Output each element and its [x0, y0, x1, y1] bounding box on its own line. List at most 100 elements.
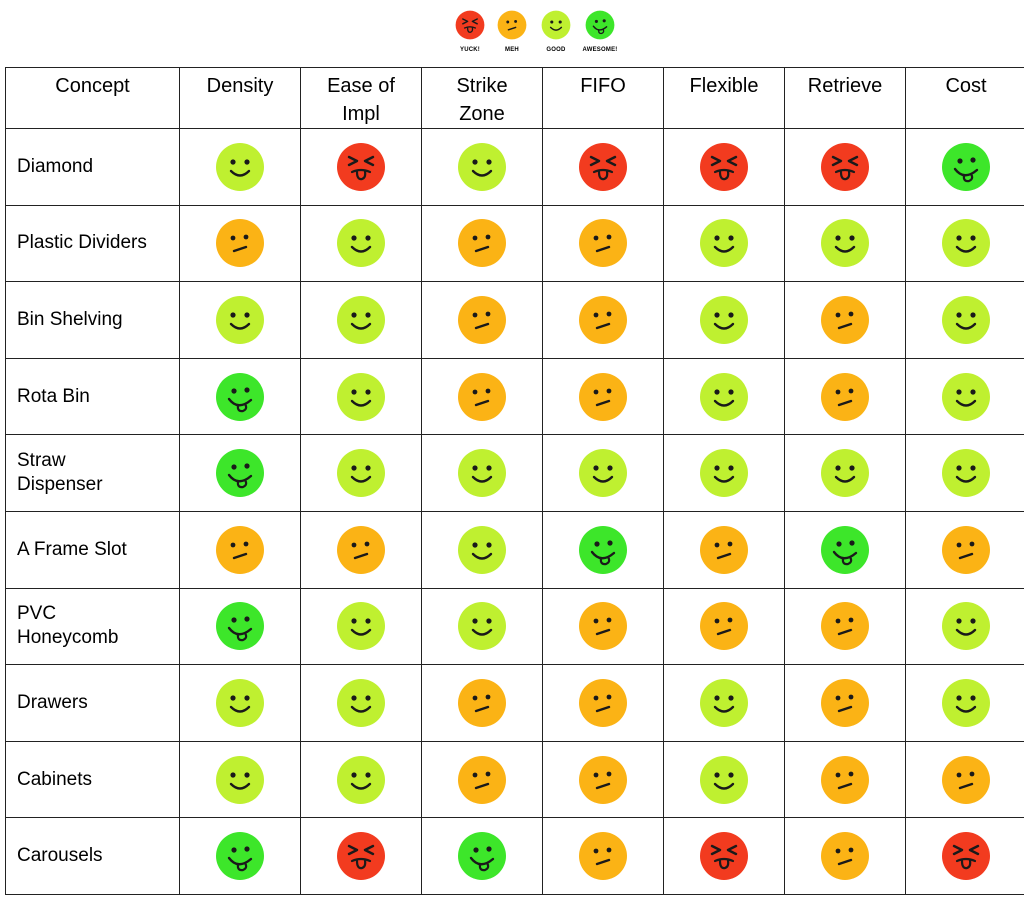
disgusted-face-icon — [700, 142, 748, 191]
smiling-face-icon — [942, 678, 990, 727]
legend-item-yuck: YUCK! — [446, 6, 494, 53]
rating-cell-flexible — [663, 664, 785, 742]
rating-cell-density — [179, 128, 301, 206]
rating-cell-ease-of-impl — [300, 357, 422, 436]
rating-cell-retrieve — [784, 587, 906, 666]
skeptical-face-icon — [579, 755, 627, 804]
rating-cell-cost — [905, 281, 1024, 359]
skeptical-face-icon — [942, 525, 990, 574]
rating-cell-strike-zone — [421, 817, 543, 895]
smiling-face-icon — [942, 295, 990, 344]
tongue-out-face-icon — [216, 372, 264, 421]
rating-cell-flexible — [663, 434, 785, 512]
rating-cell-fifo — [542, 510, 664, 589]
column-header-density: Density — [179, 67, 301, 129]
column-header-flexible: Flexible — [663, 67, 785, 129]
tongue-out-face-icon — [942, 142, 990, 191]
skeptical-face-icon — [458, 372, 506, 421]
rating-cell-density — [179, 587, 301, 666]
smiling-face-icon — [700, 219, 748, 268]
skeptical-face-icon — [216, 219, 264, 268]
smiling-face-icon — [337, 755, 385, 804]
legend-label: YUCK! — [460, 47, 480, 53]
disgusted-face-icon — [942, 832, 990, 881]
table-row: Rota Bin — [5, 357, 1024, 436]
rating-legend: YUCK! MEH GOOD AWESOME! — [440, 6, 630, 64]
tongue-out-face-icon — [579, 525, 627, 574]
rating-cell-strike-zone — [421, 204, 543, 283]
smiling-face-icon — [942, 372, 990, 421]
smiling-face-icon — [216, 142, 264, 191]
rating-cell-cost — [905, 587, 1024, 666]
concept-name: Straw Dispenser — [5, 434, 180, 512]
skeptical-face-icon — [337, 525, 385, 574]
rating-cell-ease-of-impl — [300, 740, 422, 819]
smiling-face-icon — [700, 372, 748, 421]
skeptical-face-icon — [579, 219, 627, 268]
legend-item-good: GOOD — [532, 6, 580, 53]
legend-label: GOOD — [546, 47, 566, 53]
rating-cell-cost — [905, 664, 1024, 742]
column-header-concept: Concept — [5, 67, 180, 129]
skeptical-face-icon — [821, 372, 869, 421]
rating-cell-strike-zone — [421, 281, 543, 359]
tongue-out-face-icon — [585, 10, 615, 40]
column-header-ease-of-impl: Ease of Impl — [300, 67, 422, 129]
rating-cell-density — [179, 204, 301, 283]
skeptical-face-icon — [942, 755, 990, 804]
smiling-face-icon — [337, 219, 385, 268]
concept-name: Diamond — [5, 128, 180, 206]
tongue-out-face-icon — [821, 525, 869, 574]
rating-cell-flexible — [663, 204, 785, 283]
table-row: PVC Honeycomb — [5, 587, 1024, 666]
skeptical-face-icon — [579, 832, 627, 881]
rating-cell-flexible — [663, 128, 785, 206]
rating-cell-retrieve — [784, 357, 906, 436]
smiling-face-icon — [700, 449, 748, 498]
smiling-face-icon — [337, 449, 385, 498]
rating-cell-ease-of-impl — [300, 281, 422, 359]
rating-cell-retrieve — [784, 128, 906, 206]
smiling-face-icon — [541, 10, 571, 40]
disgusted-face-icon — [579, 142, 627, 191]
rating-cell-cost — [905, 128, 1024, 206]
column-header-cost: Cost — [905, 67, 1024, 129]
rating-cell-fifo — [542, 817, 664, 895]
rating-cell-density — [179, 817, 301, 895]
rating-cell-density — [179, 281, 301, 359]
rating-cell-ease-of-impl — [300, 587, 422, 666]
concept-name: Bin Shelving — [5, 281, 180, 359]
rating-cell-strike-zone — [421, 587, 543, 666]
rating-cell-fifo — [542, 357, 664, 436]
rating-cell-cost — [905, 740, 1024, 819]
concept-name: Plastic Dividers — [5, 204, 180, 283]
skeptical-face-icon — [579, 678, 627, 727]
skeptical-face-icon — [821, 755, 869, 804]
rating-cell-fifo — [542, 587, 664, 666]
smiling-face-icon — [337, 295, 385, 344]
skeptical-face-icon — [700, 525, 748, 574]
smiling-face-icon — [216, 755, 264, 804]
rating-cell-fifo — [542, 128, 664, 206]
rating-cell-retrieve — [784, 434, 906, 512]
rating-cell-retrieve — [784, 817, 906, 895]
smiling-face-icon — [942, 449, 990, 498]
concept-name: Cabinets — [5, 740, 180, 819]
column-header-retrieve: Retrieve — [784, 67, 906, 129]
table-row: Straw Dispenser — [5, 434, 1024, 512]
rating-cell-retrieve — [784, 204, 906, 283]
rating-cell-flexible — [663, 740, 785, 819]
rating-cell-fifo — [542, 740, 664, 819]
rating-cell-fifo — [542, 204, 664, 283]
concept-rating-matrix: Concept Density Ease of Impl Strike Zone FIFO F… — [5, 67, 1024, 895]
table-row: Drawers — [5, 664, 1024, 742]
smiling-face-icon — [942, 602, 990, 651]
header-row: Concept Density Ease of Impl Strike Zone FIFO F… — [5, 67, 1024, 129]
table-row: Plastic Dividers — [5, 204, 1024, 283]
rating-cell-flexible — [663, 357, 785, 436]
rating-cell-cost — [905, 817, 1024, 895]
rating-cell-density — [179, 357, 301, 436]
table-row: Diamond — [5, 128, 1024, 206]
smiling-face-icon — [337, 602, 385, 651]
rating-cell-ease-of-impl — [300, 664, 422, 742]
